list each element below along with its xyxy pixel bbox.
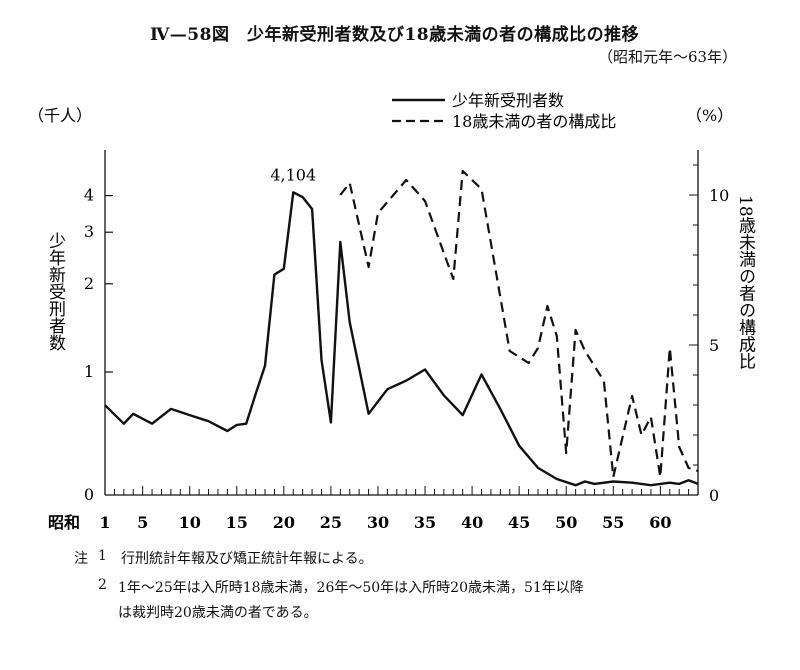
series-group: 4,104: [104, 165, 699, 487]
right-axis-ticks: 0 5 10: [689, 164, 729, 505]
left-tick-label: 4: [84, 186, 94, 205]
left-tick-label: 0: [84, 485, 94, 504]
series-ratio-line: [339, 169, 699, 479]
x-tick-label: 5: [137, 513, 148, 532]
series-juveniles-line: [104, 191, 699, 487]
left-axis-ticks: 0 1 2 3 4: [84, 186, 113, 504]
note-1-number: 1: [98, 548, 107, 564]
left-axis-unit: （千人）: [28, 106, 92, 125]
x-tick-label: 25: [320, 513, 342, 532]
x-tick-label: 55: [602, 513, 624, 532]
x-tick-label: 40: [461, 513, 483, 532]
figure-title: Ⅳ—58図 少年新受刑者数及び18歳未満の者の構成比の推移: [150, 25, 640, 45]
x-tick-label: 60: [649, 513, 671, 532]
note-2-number: 2: [98, 577, 107, 593]
x-tick-label: 20: [273, 513, 295, 532]
right-axis-unit: （%）: [686, 106, 733, 125]
x-axis-ticks: 1 5 10 15 20 25 30 35 40 45 50 55 60: [99, 486, 690, 532]
x-prefix-label: 昭和: [48, 513, 80, 532]
x-tick-label: 35: [414, 513, 436, 532]
legend-label-ratio: 18歳未満の者の構成比: [452, 112, 616, 131]
left-tick-label: 3: [84, 222, 94, 241]
note-label: 注: [74, 551, 88, 567]
x-tick-label: 15: [226, 513, 248, 532]
note-2-text: 1年～25年は入所時18歳未満，26年～50年は入所時20歳未満，51年以降: [118, 580, 584, 596]
right-axis-title: 18歳未満の者の構成比: [735, 195, 756, 370]
left-tick-label: 2: [84, 274, 94, 293]
x-tick-label: 50: [555, 513, 577, 532]
left-axis-title: 少年新受刑者数: [45, 232, 66, 351]
x-tick-label: 10: [179, 513, 201, 532]
x-tick-label: 30: [367, 513, 389, 532]
left-tick-label: 1: [84, 362, 94, 381]
figure-subtitle: （昭和元年～63年）: [598, 48, 738, 66]
right-tick-label: 0: [709, 486, 719, 505]
note-1-text: 行刑統計年報及び矯正統計年報による。: [121, 551, 373, 567]
legend: 少年新受刑者数 18歳未満の者の構成比: [392, 91, 616, 131]
x-tick-label: 45: [508, 513, 530, 532]
note-2-text-cont: は裁判時20歳未満の者である。: [118, 605, 318, 621]
right-tick-label: 10: [709, 186, 729, 205]
right-tick-label: 5: [709, 336, 719, 355]
legend-label-juveniles: 少年新受刑者数: [452, 91, 564, 110]
x-tick-label: 1: [99, 513, 110, 532]
peak-annotation: 4,104: [270, 165, 316, 184]
